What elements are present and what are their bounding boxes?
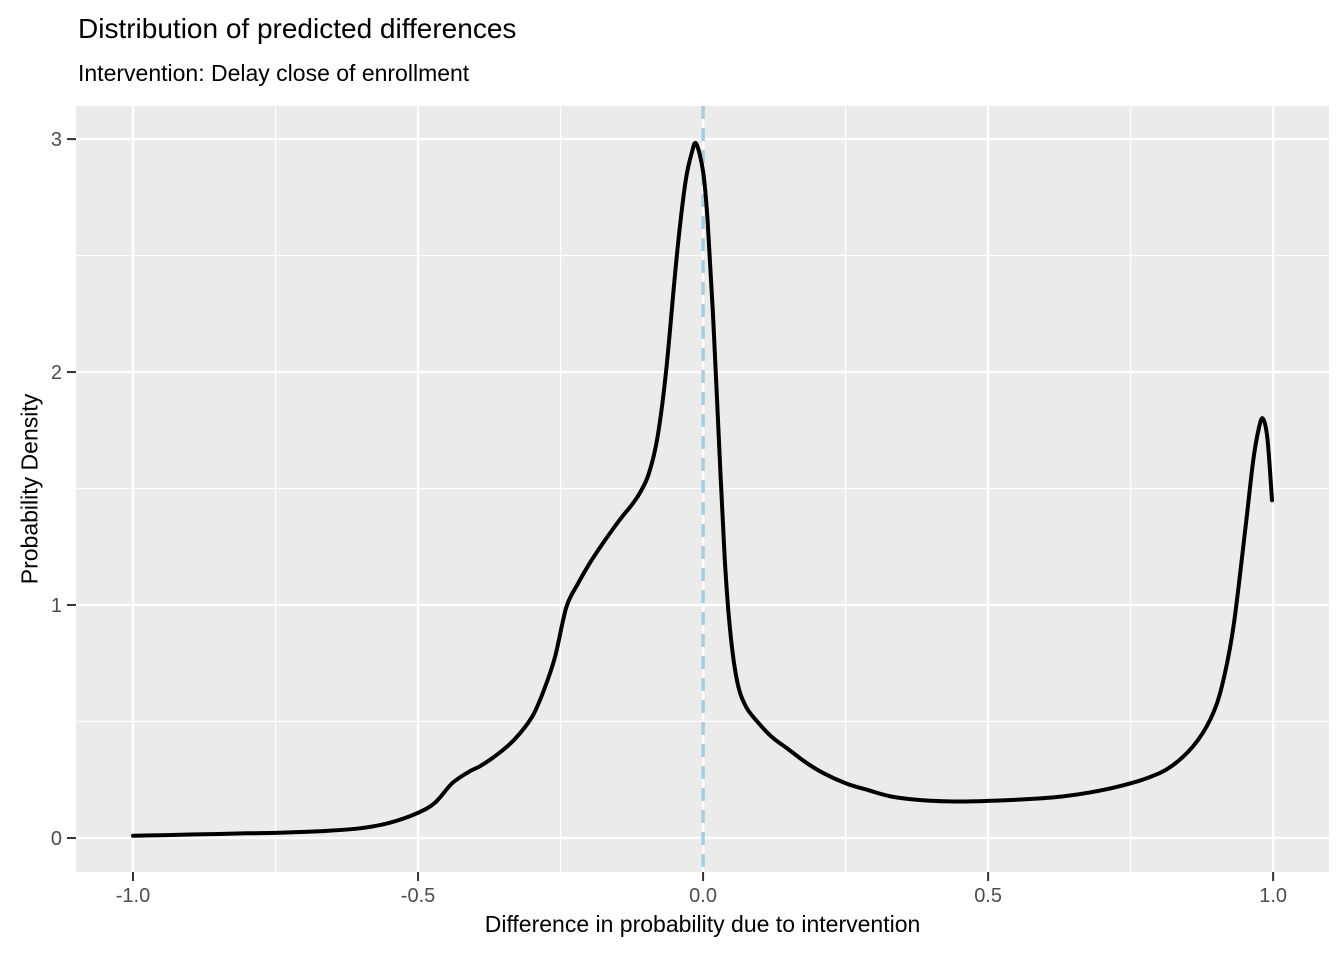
chart-subtitle: Intervention: Delay close of enrollment — [78, 60, 470, 86]
chart-title: Distribution of predicted differences — [78, 13, 517, 44]
density-curve — [131, 140, 1274, 838]
x-axis-tick-label: -0.5 — [401, 885, 435, 907]
x-axis-title: Difference in probability due to interve… — [484, 911, 921, 937]
x-axis-tick-label: 0.0 — [689, 885, 717, 907]
y-axis-title: Probability Density — [16, 393, 43, 585]
y-axis-tick-label: 1 — [51, 595, 62, 617]
y-axis-tick-label: 3 — [51, 129, 62, 151]
x-axis-tick-label: -1.0 — [116, 885, 150, 907]
y-axis-tick-label: 0 — [51, 828, 62, 850]
y-axis-tick-label: 2 — [51, 362, 62, 384]
x-axis-tick-label: 0.5 — [974, 885, 1002, 907]
x-axis-tick-label: 1.0 — [1259, 885, 1287, 907]
